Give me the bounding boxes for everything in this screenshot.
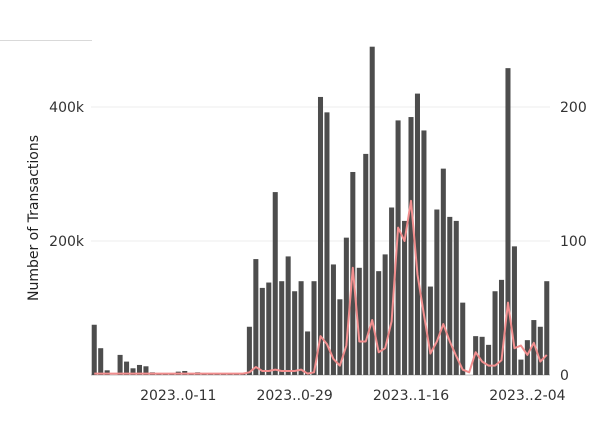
bar	[531, 320, 537, 375]
bar	[221, 374, 227, 375]
bar	[427, 286, 433, 375]
x-tick-label: 2023..1-16	[373, 388, 449, 404]
bar	[143, 366, 149, 375]
bar	[317, 96, 324, 375]
y-axis-left: 200k 400k	[49, 100, 85, 250]
bar	[246, 326, 252, 375]
bar	[136, 364, 142, 375]
bar	[460, 302, 466, 375]
bar	[537, 326, 543, 375]
y-tick-label: 200k	[49, 234, 85, 250]
bar	[343, 237, 349, 375]
x-tick-label: 2023..2-04	[489, 388, 565, 404]
x-axis: 2023..0-11 2023..0-29 2023..1-16 2023..2-04	[140, 388, 565, 404]
bar	[414, 93, 420, 375]
bar	[492, 291, 498, 375]
x-tick-label: 2023..0-29	[256, 388, 332, 404]
bar	[285, 256, 291, 375]
bar	[272, 192, 278, 375]
bar	[511, 246, 517, 375]
bar	[479, 336, 485, 375]
bar	[440, 168, 446, 375]
bar	[382, 254, 388, 375]
bar	[98, 348, 104, 375]
top-divider	[0, 40, 92, 41]
bar	[408, 117, 414, 376]
bar	[402, 220, 408, 375]
bar	[421, 130, 427, 375]
bar	[518, 359, 524, 375]
bar	[356, 267, 362, 375]
bar	[292, 291, 298, 375]
bar	[498, 279, 505, 375]
bar	[305, 331, 311, 375]
bar	[311, 281, 317, 375]
bar	[447, 216, 453, 375]
bar	[214, 374, 220, 375]
bar	[259, 287, 265, 375]
bar	[279, 281, 285, 375]
bar	[453, 220, 459, 375]
bar	[298, 281, 304, 375]
bar	[544, 281, 550, 375]
bar	[524, 340, 530, 375]
y2-tick-label: 100	[560, 234, 587, 250]
bar	[124, 361, 130, 375]
bar	[376, 271, 382, 375]
x-tick-label: 2023..0-11	[140, 388, 216, 404]
bar	[363, 153, 369, 375]
bar-series	[91, 46, 550, 376]
y2-tick-label: 200	[560, 100, 587, 116]
bar	[117, 354, 123, 375]
bar	[253, 259, 259, 375]
bar	[337, 299, 343, 375]
y-axis-label: Number of Transactions	[26, 135, 42, 301]
bar	[91, 324, 97, 375]
bar	[434, 209, 440, 375]
y-tick-label: 400k	[49, 100, 85, 116]
bar	[395, 120, 401, 376]
bar	[169, 374, 175, 375]
bar	[324, 112, 330, 376]
bar	[369, 46, 375, 375]
bar	[486, 344, 492, 375]
y2-tick-label: 0	[560, 368, 569, 384]
bar	[389, 207, 395, 375]
bar	[505, 68, 511, 375]
y-axis-right: 0 100 200	[560, 100, 587, 384]
line-series	[94, 199, 548, 375]
bar	[473, 336, 479, 375]
bar	[266, 282, 272, 375]
bar	[104, 370, 110, 375]
bar	[130, 368, 136, 375]
bar	[330, 264, 336, 375]
